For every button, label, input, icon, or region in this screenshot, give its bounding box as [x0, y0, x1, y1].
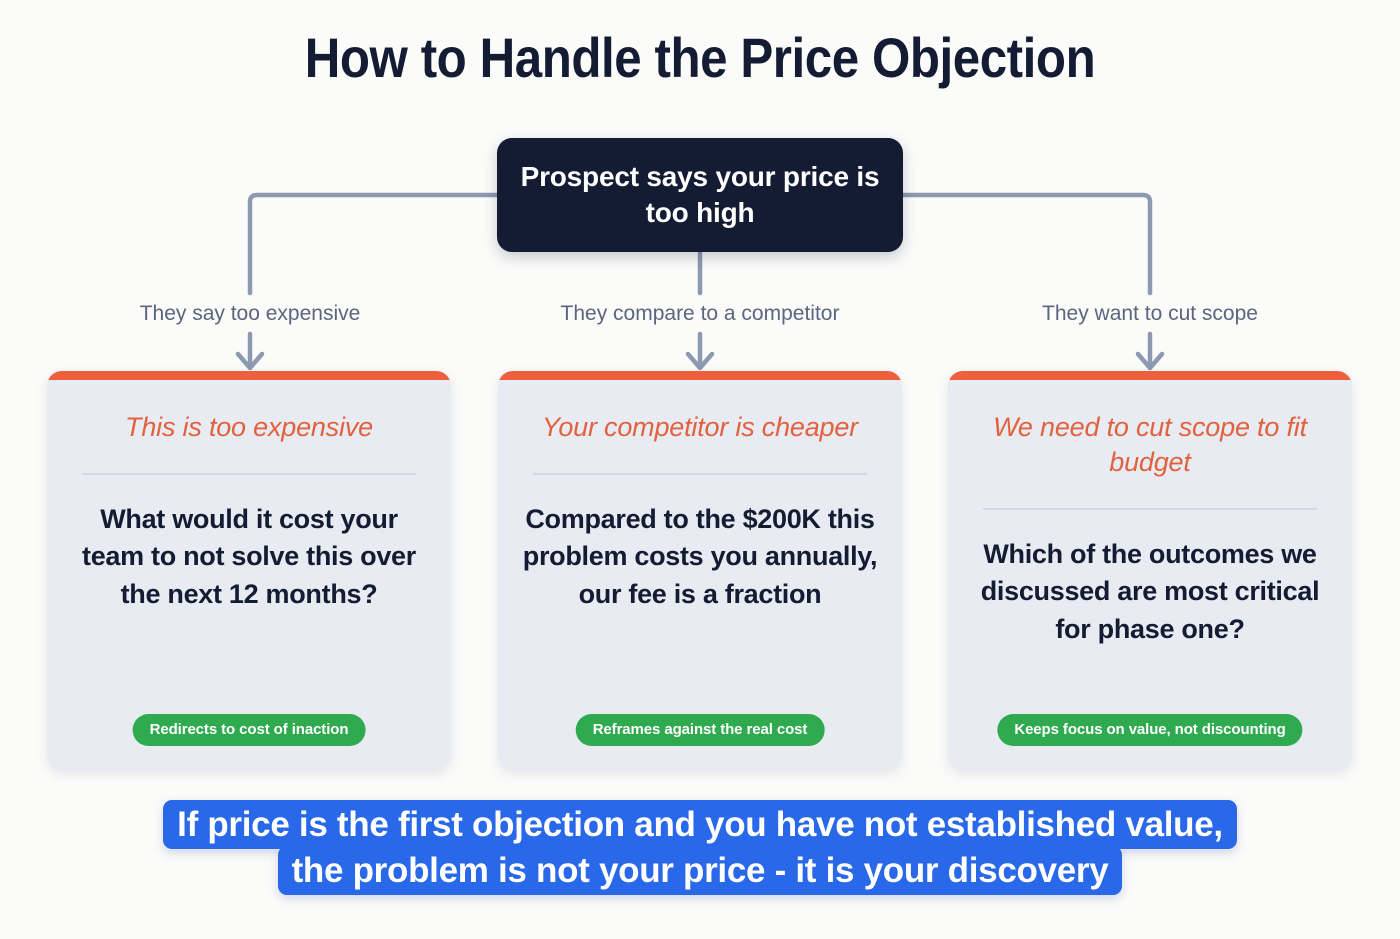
card-response: What would it cost your team to not solv… — [82, 504, 416, 609]
card-quote: We need to cut scope to fit budget — [993, 412, 1307, 478]
card-divider — [533, 473, 867, 476]
card-quote: Your competitor is cheaper — [542, 412, 858, 442]
root-node[interactable]: Prospect says your price is too high — [497, 138, 903, 252]
footer-banner: If price is the first objection and you … — [0, 800, 1400, 896]
card-response: Compared to the $200K this problem costs… — [522, 504, 878, 609]
card-badge: Redirects to cost of inaction — [132, 714, 366, 746]
card-response: Which of the outcomes we discussed are m… — [980, 539, 1320, 644]
card-quote: This is too expensive — [125, 412, 373, 442]
root-node-label: Prospect says your price is too high — [520, 160, 880, 228]
page-title: How to Handle the Price Objection — [304, 26, 1096, 89]
card-accent-bar — [498, 371, 902, 380]
branch-label-cut-scope: They want to cut scope — [1042, 302, 1258, 325]
arrow-down-icon-left — [235, 331, 265, 371]
footer-banner-line-2: the problem is not your price - it is yo… — [277, 846, 1123, 896]
arrow-down-icon-right — [1135, 331, 1165, 371]
card-accent-bar — [948, 371, 1352, 380]
card-divider — [983, 508, 1317, 511]
footer-banner-line-1: If price is the first objection and you … — [163, 800, 1237, 849]
card-badge: Reframes against the real cost — [575, 714, 825, 746]
branch-label-expensive: They say too expensive — [139, 302, 361, 325]
objection-card-competitor[interactable]: Your competitor is cheaper Compared to t… — [498, 371, 902, 770]
objection-card-expensive[interactable]: This is too expensive What would it cost… — [47, 371, 451, 770]
objection-card-cut-scope[interactable]: We need to cut scope to fit budget Which… — [948, 371, 1352, 770]
card-badge: Keeps focus on value, not discounting — [997, 714, 1303, 746]
card-accent-bar — [47, 371, 451, 380]
branch-label-competitor: They compare to a competitor — [560, 302, 840, 325]
card-divider — [82, 473, 416, 476]
arrow-down-icon-middle — [685, 331, 715, 371]
